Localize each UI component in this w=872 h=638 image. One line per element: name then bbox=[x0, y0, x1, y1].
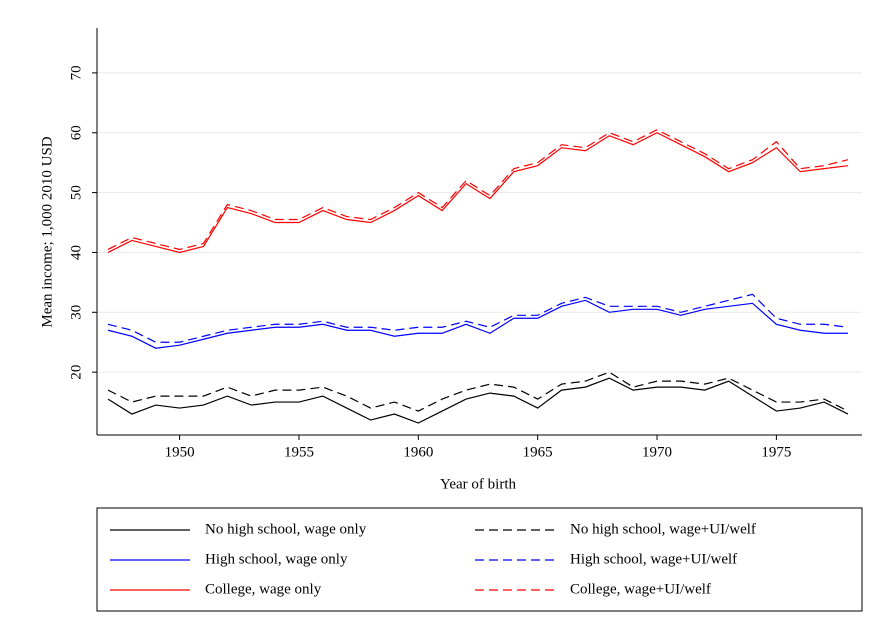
legend-label: High school, wage only bbox=[205, 551, 348, 567]
series-line bbox=[107, 129, 849, 251]
legend-label: College, wage only bbox=[205, 581, 322, 597]
series-line bbox=[107, 299, 848, 349]
x-tick-label: 1955 bbox=[284, 444, 314, 460]
y-tick-label: 60 bbox=[68, 125, 84, 140]
y-tick-label: 50 bbox=[68, 185, 84, 200]
x-tick-label: 1950 bbox=[165, 444, 195, 460]
legend-box bbox=[96, 507, 863, 612]
x-tick-label: 1970 bbox=[642, 444, 672, 460]
x-axis-title: Year of birth bbox=[440, 476, 516, 492]
y-tick-label: 40 bbox=[68, 245, 84, 260]
series-line bbox=[107, 371, 849, 412]
y-tick-label: 30 bbox=[68, 305, 84, 320]
legend-label: No high school, wage only bbox=[205, 521, 367, 537]
x-tick-label: 1960 bbox=[403, 444, 433, 460]
series-line bbox=[107, 132, 849, 254]
y-tick-label: 70 bbox=[68, 65, 84, 80]
y-axis-title: Mean income; 1,000 2010 USD bbox=[39, 136, 55, 327]
x-tick-label: 1965 bbox=[523, 444, 553, 460]
y-tick-label: 20 bbox=[68, 365, 84, 380]
legend-label: High school, wage+UI/welf bbox=[570, 551, 737, 567]
legend-label: No high school, wage+UI/welf bbox=[570, 521, 756, 537]
legend-label: College, wage+UI/welf bbox=[570, 581, 711, 597]
series-line bbox=[107, 293, 849, 343]
x-tick-label: 1975 bbox=[761, 444, 791, 460]
series-line bbox=[107, 377, 849, 424]
